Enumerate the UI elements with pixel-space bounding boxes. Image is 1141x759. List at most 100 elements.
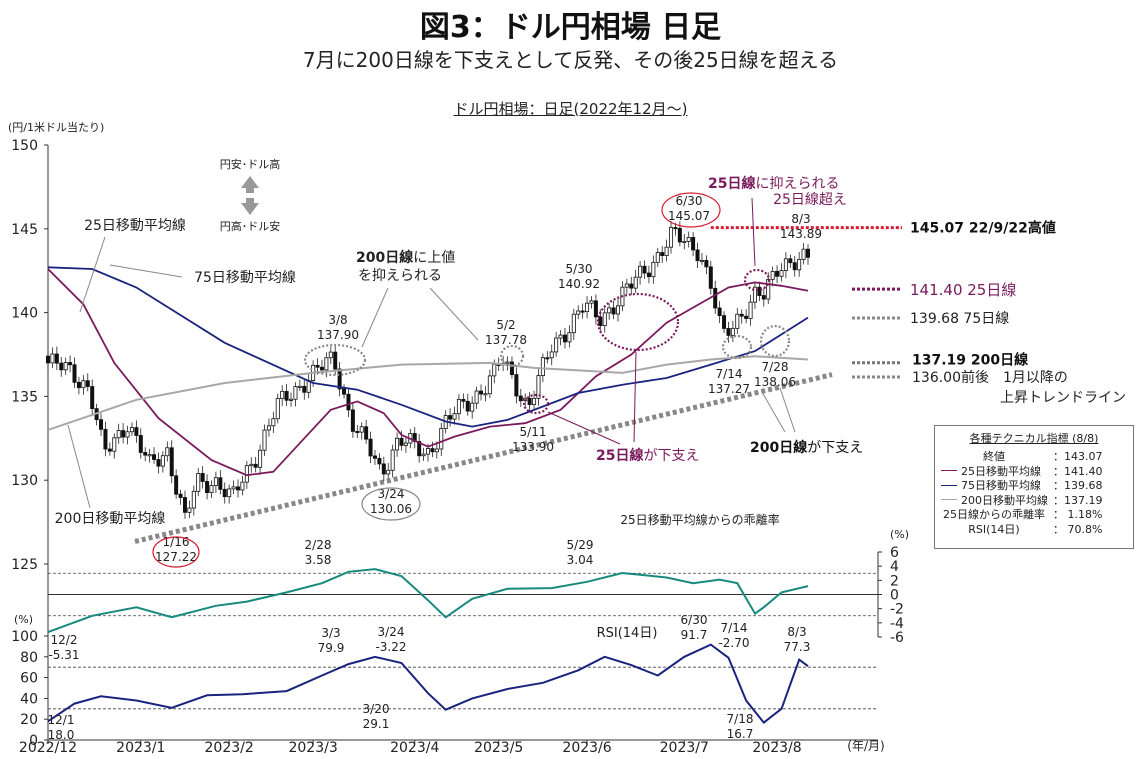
ma75-line	[47, 266, 809, 428]
candle-body	[708, 266, 713, 289]
tech-row-label: 終値	[935, 448, 1053, 464]
candle-body	[439, 428, 444, 450]
ann-0530-value: 140.92	[558, 277, 600, 291]
candle-body	[390, 449, 395, 471]
candle-body	[337, 368, 342, 390]
candle-body	[134, 427, 139, 436]
rsi-title: RSI(14日)	[597, 626, 658, 641]
ann-0803-date: 8/3	[791, 212, 810, 226]
ann-0308-value: 137.90	[317, 328, 359, 342]
rsi-ann-0803-date: 8/3	[787, 625, 806, 639]
tech-row-label: 25日移動平均線	[935, 463, 1053, 479]
ma200-line	[47, 355, 809, 431]
x-tick-label: 2023/8	[752, 740, 801, 756]
candle-body	[46, 355, 51, 364]
candle-body	[174, 475, 179, 495]
candle-body	[54, 353, 59, 364]
x-tick-label: 2023/2	[205, 740, 254, 756]
kairi-ann-1202-value: -5.31	[48, 648, 79, 662]
ma200-resistance-arrow-1	[361, 287, 389, 348]
candle-body	[205, 481, 210, 493]
tech-row: RSI(14日) ： 70.8%	[935, 522, 1133, 537]
candle-body	[801, 248, 806, 260]
ma25-support-arrow-2	[633, 351, 637, 443]
circle-0116	[152, 536, 200, 568]
candle-body	[589, 300, 594, 304]
candle-body	[452, 413, 457, 420]
tech-row: 25日線からの乖離率 ： 1.18%	[935, 507, 1133, 522]
candle-body	[355, 431, 360, 434]
candle-body	[748, 301, 753, 319]
candle-body	[112, 437, 117, 452]
candle-body	[646, 272, 651, 278]
candle-body	[461, 398, 466, 402]
tech-row-label: 200日移動平均線	[935, 492, 1053, 508]
candle-body	[350, 409, 355, 432]
candle-body	[59, 362, 64, 371]
candle-body	[403, 442, 408, 446]
candle-body	[642, 265, 647, 274]
rsi-line	[47, 643, 809, 724]
candle-body	[722, 315, 727, 329]
candle-body	[381, 463, 386, 475]
candle-body	[182, 497, 187, 513]
ma75-level-label: 139.68 75日線	[910, 311, 1009, 327]
price-tick-label: 125	[11, 557, 38, 573]
candle-body	[240, 481, 245, 491]
candle-body	[249, 463, 254, 467]
ann-0728-value: 138.06	[754, 375, 796, 389]
candle-body	[213, 477, 218, 486]
kairi-ann-0228-date: 2/28	[305, 538, 332, 552]
candle-body	[775, 270, 780, 277]
candle-body	[730, 327, 735, 336]
candle-body	[806, 248, 811, 258]
circle-0308-area	[303, 343, 367, 377]
kairi-tick-label: 6	[890, 545, 899, 561]
candle-body	[196, 473, 201, 492]
candle-body	[704, 259, 709, 268]
candle-body	[209, 485, 214, 493]
candle-body	[169, 447, 174, 477]
candle-body	[713, 287, 718, 309]
candle-body	[386, 469, 391, 475]
candle-body	[160, 455, 165, 467]
candle-body	[107, 448, 112, 452]
rsi-ann-0630-date: 6/30	[681, 613, 708, 627]
candle-body	[492, 363, 497, 377]
candle-body	[571, 313, 576, 334]
ann-0308-date: 3/8	[328, 313, 347, 327]
candle-body	[651, 261, 656, 278]
candle-body	[253, 463, 258, 468]
rsi-tick-label: 80	[20, 650, 38, 666]
kairi-ann-0324-date: 3/24	[378, 625, 405, 639]
kairi-ann-0324-value: -3.22	[375, 640, 406, 654]
circle-0502-area	[499, 344, 525, 368]
candle-body	[514, 374, 519, 397]
candle-body	[81, 380, 86, 389]
tech-row: 25日移動平均線 ：141.40	[935, 464, 1133, 479]
price-tick-label: 145	[11, 222, 38, 238]
rsi-ann-0718-date: 7/18	[727, 712, 754, 726]
candle-body	[368, 438, 373, 457]
tech-row: 200日移動平均線 ：137.19	[935, 493, 1133, 508]
tech-row-value: ：143.07	[1053, 450, 1103, 464]
ann-0728-date: 7/28	[762, 360, 789, 374]
candle-body	[280, 390, 285, 400]
candle-body	[735, 313, 740, 329]
tech-row-label: 25日線からの乖離率	[935, 506, 1053, 522]
tech-row: 75日移動平均線 ：139.68	[935, 478, 1133, 493]
candle-body	[717, 307, 722, 317]
rsi-tick-label: 40	[20, 691, 38, 707]
high-level-label: 145.07 22/9/22高値	[910, 220, 1056, 237]
kairi-unit: (%)	[890, 528, 909, 541]
candle-body	[235, 486, 240, 491]
candle-body	[266, 425, 271, 431]
candle-body	[302, 385, 307, 393]
candle-body	[580, 310, 585, 313]
candle-body	[99, 419, 104, 430]
candle-body	[275, 398, 280, 420]
ma75-leader-line	[109, 264, 183, 278]
candle-body	[470, 402, 475, 412]
candle-body	[138, 435, 143, 453]
candle-body	[284, 390, 289, 401]
